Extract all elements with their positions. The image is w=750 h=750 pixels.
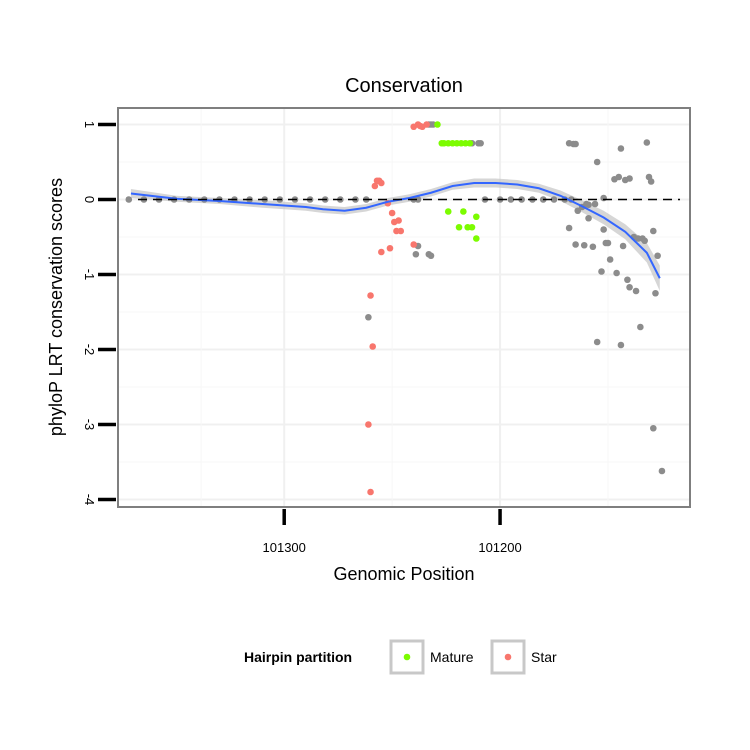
point-other	[641, 237, 648, 245]
point-other	[591, 200, 599, 208]
point-other	[427, 252, 435, 260]
point-other	[565, 224, 573, 232]
point-other	[650, 227, 657, 235]
point-other	[600, 194, 607, 202]
point-star	[388, 209, 396, 217]
point-mature	[444, 208, 452, 215]
point-other	[580, 241, 588, 249]
point-mature	[468, 223, 476, 231]
point-other	[550, 196, 558, 203]
point-mature	[434, 121, 441, 128]
y-axis-label: phyloP LRT conservation scores	[46, 178, 66, 436]
point-other	[626, 283, 633, 291]
point-other	[125, 196, 133, 203]
legend-label-mature: Mature	[430, 649, 474, 665]
point-star	[371, 182, 379, 190]
point-other	[365, 313, 372, 321]
smooth-confidence-ribbon	[130, 178, 660, 291]
point-other	[615, 173, 623, 181]
point-star	[365, 421, 372, 428]
point-other	[600, 226, 607, 233]
panel-background	[118, 108, 690, 507]
point-other	[593, 158, 601, 166]
legend-title: Hairpin partition	[244, 649, 352, 665]
legend-dot-mature	[403, 653, 411, 661]
point-other	[572, 140, 579, 148]
point-mature	[466, 139, 474, 147]
point-mature	[455, 223, 463, 231]
y-tick-label: -1	[82, 269, 97, 281]
point-other	[604, 239, 612, 247]
x-axis-label: Genomic Position	[333, 564, 474, 584]
point-other	[624, 276, 631, 284]
point-other	[617, 145, 625, 152]
legend: Hairpin partition Mature Star	[244, 639, 557, 675]
point-other	[593, 338, 601, 346]
point-mature	[473, 235, 480, 242]
legend-label-star: Star	[531, 649, 557, 665]
point-other	[632, 287, 640, 295]
point-other	[643, 139, 651, 146]
point-other	[650, 424, 657, 432]
point-other	[507, 196, 515, 203]
point-other	[617, 341, 625, 349]
y-tick-label: 0	[82, 196, 97, 203]
point-other	[637, 323, 644, 331]
point-star	[369, 343, 377, 350]
panel-border	[117, 107, 691, 508]
smooth-layer	[130, 182, 661, 279]
point-other	[414, 196, 422, 203]
y-tick-label: 1	[82, 121, 97, 128]
point-other	[658, 467, 666, 475]
legend-dot-star	[504, 653, 512, 661]
point-mature	[438, 139, 446, 147]
point-other	[598, 268, 605, 275]
x-tick-label: 101200	[478, 540, 521, 555]
point-other	[477, 139, 484, 147]
y-tick-label: -3	[82, 419, 97, 431]
point-other	[626, 175, 633, 182]
point-other	[613, 269, 620, 277]
smooth-line	[130, 182, 661, 279]
point-other	[572, 241, 579, 248]
point-star	[410, 241, 418, 248]
point-star	[367, 292, 374, 299]
point-other	[619, 242, 627, 250]
point-other	[606, 256, 614, 263]
point-other	[585, 214, 592, 222]
point-star	[378, 179, 385, 187]
point-star	[378, 248, 385, 256]
point-star	[386, 244, 394, 252]
point-other	[585, 201, 592, 209]
smooth-ribbon-layer	[130, 178, 660, 291]
point-mature	[473, 213, 480, 221]
point-star	[397, 227, 405, 235]
point-mature	[460, 208, 467, 215]
point-star	[395, 217, 402, 224]
plot-panel	[118, 108, 690, 507]
point-other	[654, 252, 661, 260]
x-tick-label: 101300	[263, 540, 306, 555]
y-tick-label: -2	[82, 344, 97, 356]
chart-title: Conservation	[345, 75, 463, 97]
y-tick-label: -4	[82, 494, 97, 506]
points-layer	[125, 121, 666, 496]
point-star	[423, 121, 430, 128]
point-other	[574, 207, 582, 215]
point-other	[412, 250, 420, 258]
axis-layer: 1 0 -1 -2 -3 -4 101300 101200	[82, 107, 691, 555]
point-other	[652, 289, 659, 297]
point-star	[367, 488, 374, 496]
point-other	[647, 178, 655, 185]
point-other	[589, 243, 597, 251]
